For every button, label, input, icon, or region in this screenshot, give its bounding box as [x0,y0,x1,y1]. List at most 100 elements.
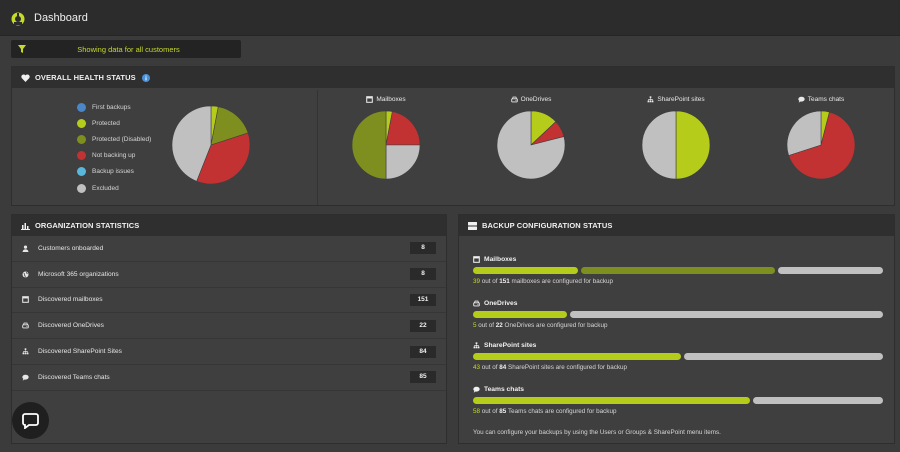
info-icon[interactable] [141,73,150,82]
mailbox-icon [473,256,480,263]
mini-2-slice-excluded[interactable] [641,110,677,180]
overall-slice-excluded[interactable] [171,105,212,182]
hard-drive-icon [473,300,480,307]
progress-segment [569,311,883,318]
mini-3-slice-excluded[interactable] [786,110,822,156]
backup-footer-note: You can configure your backups by using … [473,429,721,436]
heart-icon [21,73,30,82]
progress-segment [752,397,883,404]
panel-title: ORGANIZATION STATISTICS [35,221,140,230]
stat-value: 85 [410,371,436,384]
stat-icon-wrapper [22,245,32,252]
stat-row: Microsoft 365 organizations 8 [12,262,446,288]
configured-count: 58 [473,408,481,415]
total-count: 22 [495,322,503,329]
stat-label: Discovered SharePoint Sites [38,348,122,356]
mini-0-slice-not-backing-up[interactable] [385,111,421,146]
bar-chart-icon [21,222,30,230]
mini-chart-title: SharePoint sites [621,94,731,104]
sitemap-icon [647,95,654,102]
stat-row: Customers onboarded 8 [12,236,446,262]
stat-value: 84 [410,345,436,358]
mailbox-icon [22,296,29,304]
mini-1-slice-excluded[interactable] [496,110,566,180]
divider [317,90,318,205]
progress-segment [777,267,883,274]
chat-support-button[interactable] [12,402,49,439]
mini-chart-onedrives: OneDrives [476,94,586,180]
progress-segment [473,267,579,274]
chat-bubble-icon [798,96,805,103]
stat-icon-wrapper [22,296,32,304]
mini-0-slice-protected-disabled[interactable] [351,110,387,180]
legend-item[interactable]: Not backing up [77,148,151,164]
mini-chart-label: OneDrives [520,95,552,103]
mini-pie [496,110,566,180]
customer-filter[interactable]: Showing data for all customers [11,40,241,58]
stat-row: Discovered Teams chats 85 [12,365,446,391]
legend-swatch [77,183,86,193]
legend-label: Backup issues [92,168,134,176]
legend-label: Excluded [92,184,119,192]
progress-segment [473,397,750,404]
summary-suffix: mailboxes are configured for backup [511,278,614,285]
out-of-text: out of [481,408,498,415]
legend-label: Protected [92,119,120,127]
stat-row: Discovered SharePoint Sites 84 [12,339,446,365]
overall-slice-protected-disabled[interactable] [210,106,249,146]
summary-suffix: Teams chats are configured for backup [507,408,617,415]
legend-item[interactable]: Protected [77,115,151,131]
backup-item-title: OneDrives [473,299,883,308]
legend-swatch [77,167,86,177]
legend-item[interactable]: First backups [77,99,151,115]
stat-value: 22 [410,319,436,332]
total-count: 151 [499,278,510,285]
stat-label: Discovered OneDrives [38,322,104,330]
mini-chart-label: SharePoint sites [657,95,705,103]
stat-icon-wrapper [22,374,32,381]
summary-suffix: SharePoint sites are configured for back… [508,364,628,371]
backup-item-mailboxes: Mailboxes 39 out of 151 mailboxes are con… [473,255,883,285]
mini-3-slice-not-backing-up[interactable] [788,111,856,180]
backup-item-title: SharePoint sites [473,341,883,350]
user-icon [22,245,29,252]
legend-item[interactable]: Excluded [77,180,151,196]
mini-0-slice-excluded[interactable] [385,144,421,180]
progress-segment [473,311,567,318]
mini-pie [641,110,711,180]
mini-2-slice-protected[interactable] [675,110,711,180]
backup-item-label: Mailboxes [484,256,517,263]
total-count: 84 [499,364,507,371]
summary-suffix: OneDrives are configured for backup [504,322,608,329]
configured-count: 39 [473,278,481,285]
speedometer-icon [11,12,25,25]
legend-item[interactable]: Backup issues [77,164,151,180]
backup-item-title: Mailboxes [473,255,883,264]
mini-chart-title: Mailboxes [331,94,441,104]
server-icon [468,221,477,230]
backup-item-sharepoint-sites: SharePoint sites 43 out of 84 SharePoint … [473,341,883,371]
legend-item[interactable]: Protected (Disabled) [77,131,151,147]
out-of-text: out of [481,278,498,285]
overall-slice-not-backing-up[interactable] [196,132,251,185]
overall-health-pie [171,105,251,185]
globe-icon [22,271,29,278]
mini-chart-sharepoint-sites: SharePoint sites [621,94,731,180]
mini-chart-teams-chats: Teams chats [766,94,876,180]
backup-summary: 43 out of 84 SharePoint sites are config… [473,364,883,371]
mini-chart-label: Teams chats [807,95,845,103]
legend-swatch [77,134,86,144]
stat-value: 151 [410,293,436,306]
stat-icon-wrapper [22,322,32,329]
stat-row: Discovered OneDrives 22 [12,313,446,340]
out-of-text: out of [481,364,498,371]
stat-row: Discovered mailboxes 151 [12,288,446,314]
backup-progress-bar [473,397,883,404]
total-count: 85 [499,408,507,415]
stat-value: 8 [410,242,436,255]
legend-swatch [77,118,86,128]
stat-icon-wrapper [22,348,32,355]
backup-summary: 39 out of 151 mailboxes are configured f… [473,278,883,285]
organization-statistics-panel: ORGANIZATION STATISTICS Customers onboar… [11,214,447,444]
legend-swatch [77,102,86,112]
